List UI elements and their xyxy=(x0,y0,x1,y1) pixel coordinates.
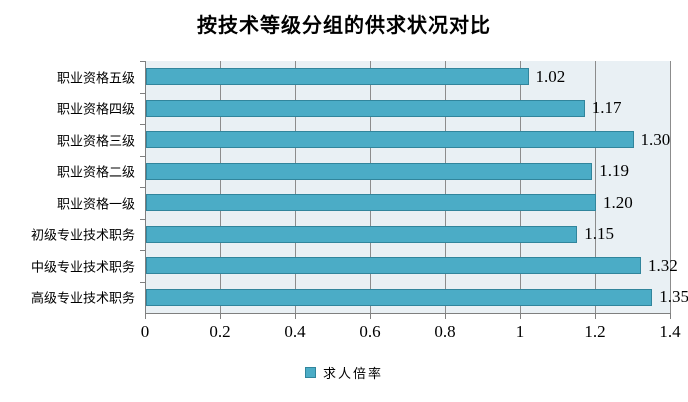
category-label: 职业资格五级 xyxy=(56,70,135,86)
gridline xyxy=(595,61,596,313)
category-label: 职业资格四级 xyxy=(56,101,135,117)
legend: 求人倍率 xyxy=(0,363,688,382)
bar-value-label: 1.30 xyxy=(640,129,671,149)
x-axis-tick-label: 0 xyxy=(140,322,150,341)
bar xyxy=(146,225,578,243)
y-axis-tick xyxy=(140,187,145,188)
x-axis-tick-label: 1.4 xyxy=(659,322,681,341)
chart-title: 按技术等级分组的供求状况对比 xyxy=(197,15,491,37)
x-axis-tick xyxy=(520,314,521,319)
bar xyxy=(146,68,529,86)
bar-value-label: 1.15 xyxy=(584,224,614,244)
gridline xyxy=(295,61,296,313)
plot-area: 1.02 1.17 1.30 1.19 1.20 1.15 1.32 1.35 xyxy=(145,61,688,314)
y-axis-tick xyxy=(140,61,145,62)
x-axis-tick xyxy=(295,314,296,319)
bar-value-label: 1.35 xyxy=(659,287,688,307)
bar-value-label: 1.19 xyxy=(599,161,629,181)
bar-value-label: 1.20 xyxy=(603,192,633,212)
gridline xyxy=(220,61,221,313)
bar-value-label: 1.02 xyxy=(535,66,566,86)
y-axis-tick xyxy=(140,281,145,283)
y-axis-tick xyxy=(140,155,145,157)
category-label: 职业资格二级 xyxy=(56,164,135,180)
bar xyxy=(146,131,634,149)
category-label: 中级专业技术职务 xyxy=(30,259,135,275)
x-axis-tick xyxy=(220,314,221,319)
x-axis-tick-label: 1.2 xyxy=(584,322,606,341)
bar xyxy=(146,194,596,212)
x-axis-tick-label: 0.2 xyxy=(209,322,231,341)
gridline xyxy=(520,61,521,313)
bar-value-label: 1.32 xyxy=(648,255,678,275)
bar xyxy=(146,99,585,117)
x-axis-tick xyxy=(445,314,446,319)
y-axis-tick xyxy=(140,124,145,125)
bar xyxy=(146,257,641,275)
bar xyxy=(146,288,653,306)
category-label: 职业资格一级 xyxy=(56,196,135,212)
gridline xyxy=(370,61,371,313)
gridline xyxy=(445,61,446,313)
x-axis-tick xyxy=(145,314,146,319)
x-axis-tick xyxy=(595,314,596,319)
x-axis-tick-label: 0.8 xyxy=(434,322,456,341)
bar xyxy=(146,162,593,180)
legend-label: 求人倍率 xyxy=(322,366,383,381)
bar-value-label: 1.17 xyxy=(591,98,622,118)
x-axis-tick-label: 0.6 xyxy=(359,322,381,341)
y-axis-tick xyxy=(140,250,145,251)
category-label: 职业资格三级 xyxy=(56,133,135,149)
x-axis-tick-label: 1 xyxy=(515,322,525,341)
y-axis-tick xyxy=(140,218,145,220)
category-label: 高级专业技术职务 xyxy=(30,290,135,306)
legend-marker-icon xyxy=(304,367,316,378)
x-axis-tick xyxy=(670,314,671,319)
y-axis-tick xyxy=(140,92,145,94)
category-label: 初级专业技术职务 xyxy=(30,227,135,243)
x-axis-tick xyxy=(370,314,371,319)
x-axis-tick-label: 0.4 xyxy=(284,322,306,341)
gridline xyxy=(670,61,671,313)
